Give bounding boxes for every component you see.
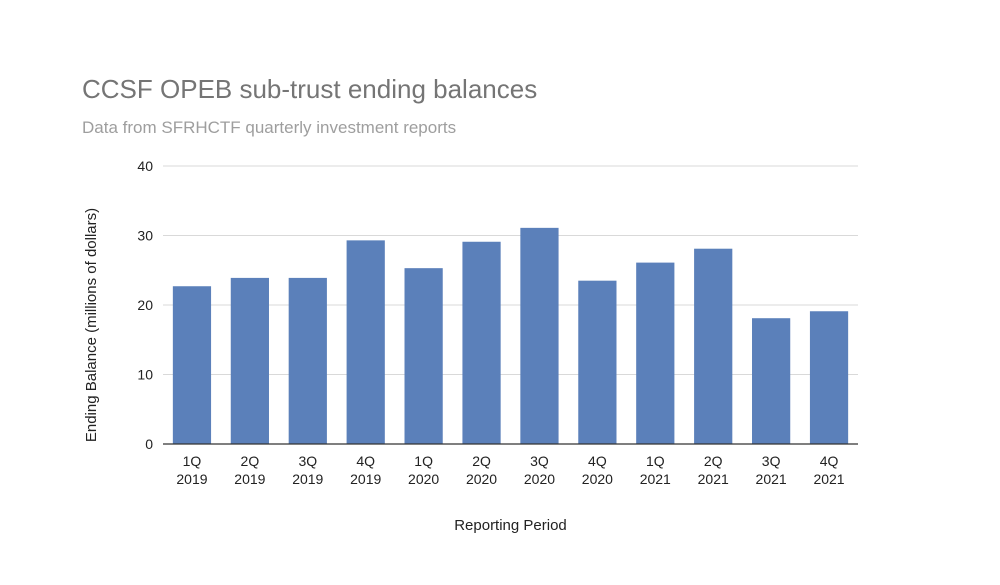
x-tick-label: 2019 — [176, 471, 207, 487]
x-tick-label: 1Q — [646, 453, 665, 469]
x-tick-label: 2020 — [524, 471, 555, 487]
y-tick-label: 20 — [137, 297, 153, 313]
x-tick-label: 2021 — [813, 471, 844, 487]
chart-subtitle: Data from SFRHCTF quarterly investment r… — [82, 118, 457, 137]
bar — [230, 277, 269, 444]
bar — [172, 286, 212, 444]
bar — [636, 262, 675, 444]
x-tick-label: 2020 — [466, 471, 497, 487]
x-tick-label: 2020 — [582, 471, 613, 487]
x-tick-label: 2019 — [350, 471, 381, 487]
y-tick-label: 40 — [137, 158, 153, 174]
bar — [752, 318, 791, 444]
x-tick-label: 2021 — [756, 471, 787, 487]
x-tick-label: 4Q — [820, 453, 839, 469]
bar — [694, 248, 733, 444]
gridlines — [163, 165, 858, 375]
bar — [809, 311, 849, 444]
x-tick-label: 3Q — [530, 453, 549, 469]
y-tick-label: 0 — [145, 436, 153, 452]
y-tick-label: 10 — [137, 367, 153, 383]
x-tick-label: 2019 — [234, 471, 265, 487]
x-tick-label: 2Q — [241, 453, 260, 469]
y-tick-label: 30 — [137, 228, 153, 244]
tick-labels: 0 10 20 30 40 1Q 2019 2Q 2019 3Q 2019 4Q 2019 1Q 2020 2… — [137, 158, 844, 487]
x-tick-label: 1Q — [183, 453, 202, 469]
x-tick-label: 1Q — [414, 453, 433, 469]
bar — [346, 240, 385, 444]
bars — [172, 227, 849, 444]
x-tick-label: 4Q — [356, 453, 375, 469]
x-tick-label: 2020 — [408, 471, 439, 487]
bar — [578, 280, 617, 444]
x-tick-label: 4Q — [588, 453, 607, 469]
x-tick-label: 3Q — [298, 453, 317, 469]
x-tick-label: 2Q — [472, 453, 491, 469]
x-tick-label: 2021 — [640, 471, 671, 487]
x-tick-label: 3Q — [762, 453, 781, 469]
x-tick-label: 2019 — [292, 471, 323, 487]
chart-title: CCSF OPEB sub-trust ending balances — [82, 74, 538, 104]
x-axis-title: Reporting Period — [454, 517, 567, 534]
x-tick-label: 2Q — [704, 453, 723, 469]
x-tick-label: 2021 — [698, 471, 729, 487]
y-axis-title: Ending Balance (millions of dollars) — [83, 208, 100, 442]
bar — [288, 277, 327, 444]
bar — [520, 227, 559, 444]
bar — [462, 241, 501, 444]
bar — [404, 268, 443, 444]
